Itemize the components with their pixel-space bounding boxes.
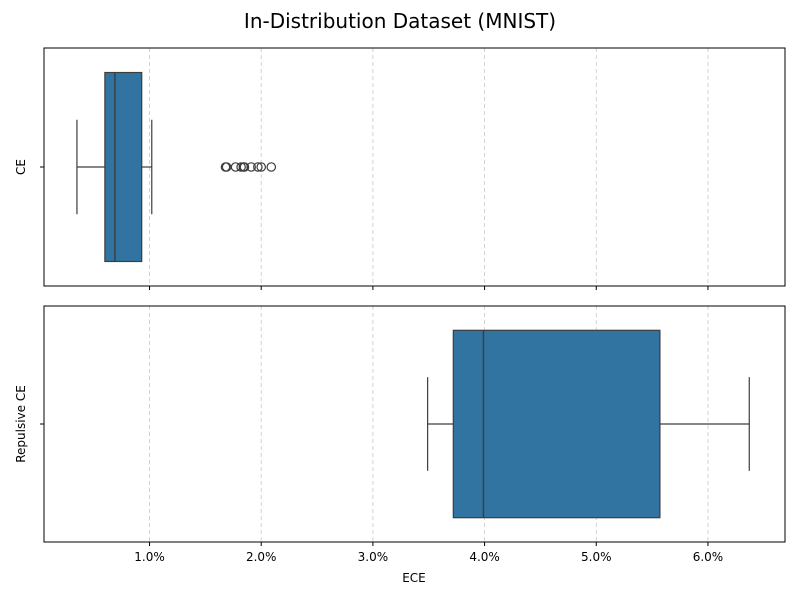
panel-frame-0 (43, 47, 786, 287)
y-tick-label-1: Repulsive CE (14, 385, 28, 463)
panel-1: Repulsive CE 1.0% 2.0% 3.0% 4.0% 5.0% 6.0% (14, 305, 786, 564)
x-tick-label-1: 2.0% (246, 550, 277, 564)
x-tick-label-0: 1.0% (134, 550, 165, 564)
x-axis-label: ECE (402, 571, 426, 585)
box-ce (104, 71, 143, 263)
x-tick-label-2: 3.0% (358, 550, 389, 564)
outlier-point-8 (256, 162, 267, 172)
chart-title: In-Distribution Dataset (MNIST) (244, 9, 556, 33)
x-tick-label-5: 6.0% (693, 550, 724, 564)
x-tick-label-3: 4.0% (469, 550, 500, 564)
panel-0: CE (14, 47, 786, 290)
outlier-point-5 (239, 162, 250, 172)
box-repulsive-ce (452, 329, 661, 519)
outlier-point-6 (246, 162, 256, 172)
outlier-point-7 (253, 162, 263, 172)
y-tick-label-0: CE (14, 159, 28, 175)
x-tick-label-4: 5.0% (581, 550, 612, 564)
outlier-point-9 (266, 162, 277, 172)
